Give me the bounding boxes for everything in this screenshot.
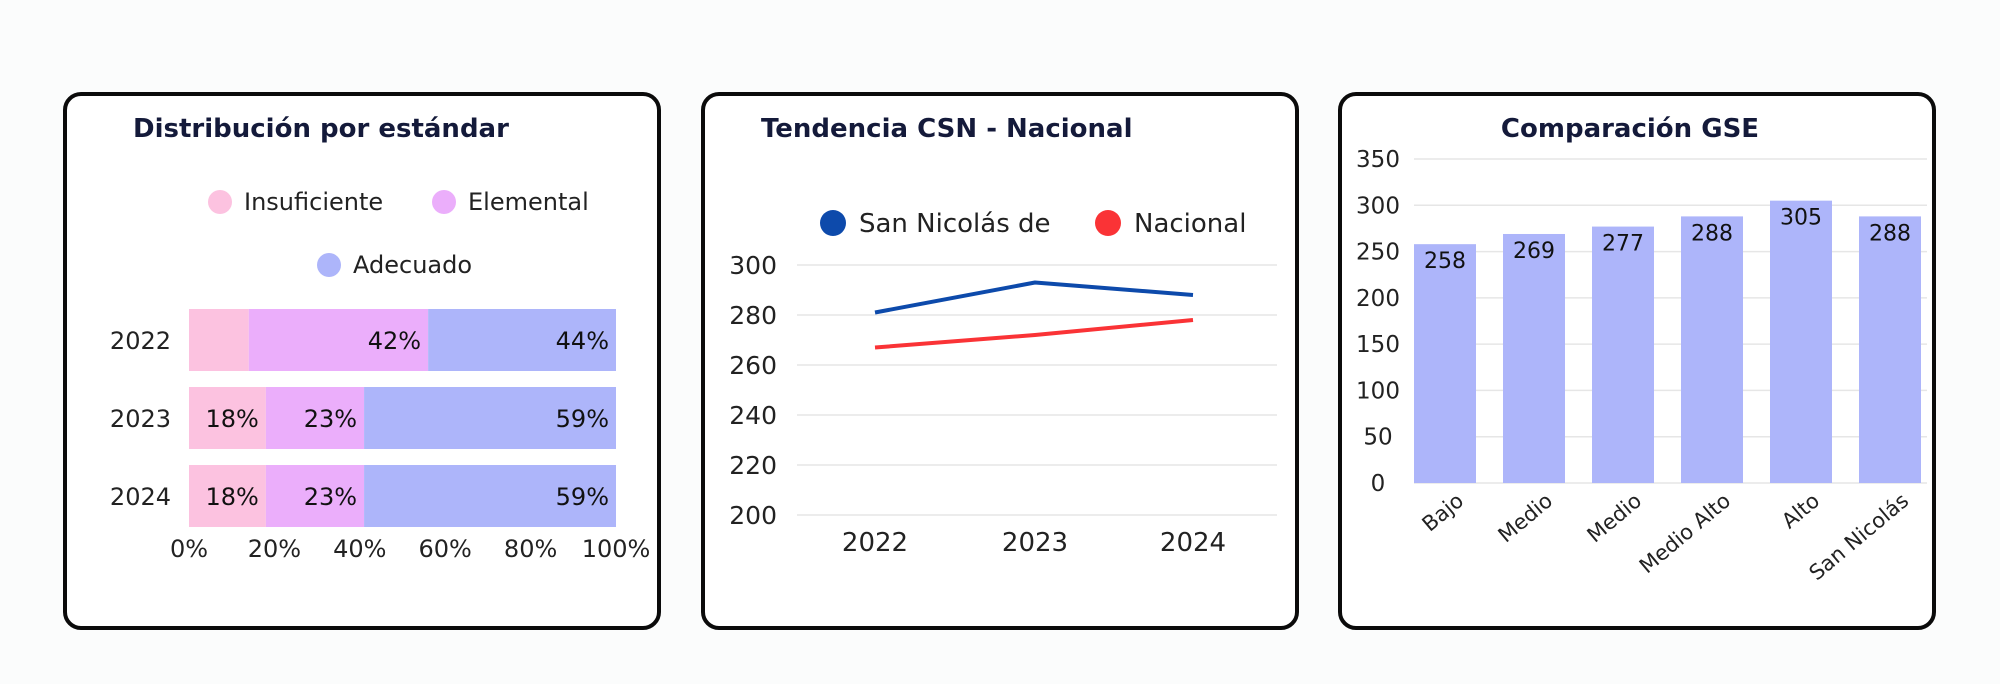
data-label: 288	[1691, 221, 1733, 246]
legend-marker-insuficiente	[208, 190, 232, 214]
x-tick-label: 2023	[1002, 528, 1068, 558]
bar-elemental	[265, 465, 365, 527]
y-tick-label: 50	[1363, 425, 1392, 451]
data-label: 269	[1513, 239, 1555, 264]
panel-comparacion: Comparación GSE 0 50 100 150 200 250 300 350 258…	[1338, 92, 1936, 630]
y-tick-label: 0	[1371, 471, 1386, 497]
legend-label: San Nicolás de	[859, 209, 1051, 239]
line-chart: San Nicolás de Nacional 200 220 240 260 280 300…	[729, 209, 1277, 558]
data-label: 305	[1780, 206, 1822, 231]
x-tick-label: 2024	[1160, 528, 1226, 558]
data-label: 44%	[556, 327, 609, 355]
bar-elemental	[265, 387, 365, 449]
bar-insuficiente	[189, 309, 249, 371]
y-tick-label: 280	[729, 301, 777, 330]
x-tick-label: 0%	[170, 535, 208, 563]
series-line-nacional	[874, 318, 1194, 350]
bar-insuficiente	[189, 387, 266, 449]
bar-adecuado	[364, 387, 616, 449]
x-tick-label: 80%	[504, 535, 557, 563]
y-tick-label: 300	[729, 251, 777, 280]
legend-marker-elemental	[432, 190, 456, 214]
y-tick-label: 200	[729, 501, 777, 530]
x-tick-label: 60%	[419, 535, 472, 563]
y-tick-label: 260	[729, 351, 777, 380]
data-label: 23%	[304, 483, 357, 511]
y-tick-label: 2023	[110, 405, 171, 433]
x-tick-label: Medio	[1582, 488, 1646, 547]
x-tick-label: Medio	[1493, 488, 1557, 547]
data-label: 18%	[206, 405, 259, 433]
chart-title: Distribución por estándar	[133, 114, 509, 144]
data-label: 277	[1602, 232, 1644, 257]
legend-label: Elemental	[468, 188, 589, 216]
y-tick-label: 250	[1356, 240, 1400, 266]
bar-elemental	[248, 309, 429, 371]
legend-label: Nacional	[1134, 209, 1246, 239]
x-tick-label: 40%	[333, 535, 386, 563]
bar-medio	[1592, 226, 1654, 483]
data-label: 288	[1869, 221, 1911, 246]
data-label: 42%	[368, 327, 421, 355]
data-label: 18%	[206, 483, 259, 511]
legend-label: Adecuado	[353, 251, 472, 279]
panel-tendencia: Tendencia CSN - Nacional San Nicolás de N…	[701, 92, 1299, 630]
bar-insuficiente	[189, 465, 266, 527]
bar-medio	[1503, 233, 1565, 483]
bar-adecuado	[364, 465, 616, 527]
x-tick-label: 2022	[842, 528, 908, 558]
x-tick-label: 20%	[248, 535, 301, 563]
series-line-san-nicolas	[874, 280, 1194, 315]
legend-marker-adecuado	[317, 253, 341, 277]
x-tick-label: Medio Alto	[1635, 488, 1735, 578]
data-label: 23%	[304, 405, 357, 433]
chart-title: Tendencia CSN - Nacional	[761, 114, 1133, 144]
y-tick-label: 220	[729, 451, 777, 480]
panel-distribucion: Distribución por estándar Insuficiente El…	[63, 92, 661, 630]
x-tick-label: Alto	[1777, 488, 1824, 533]
y-tick-label: 240	[729, 401, 777, 430]
y-tick-label: 2022	[110, 327, 171, 355]
y-tick-label: 150	[1356, 332, 1400, 358]
data-label: 59%	[556, 405, 609, 433]
bar-chart: 0 50 100 150 200 250 300 350 258 Bajo 269 Medio 277 M…	[1356, 147, 1927, 585]
y-tick-label: 300	[1356, 193, 1400, 219]
bar-alto	[1770, 200, 1832, 483]
x-tick-label: Bajo	[1418, 488, 1469, 536]
data-label: 59%	[556, 483, 609, 511]
data-label: 258	[1424, 249, 1466, 274]
bar-adecuado	[428, 309, 616, 371]
bar-bajo	[1414, 244, 1476, 483]
bar-san-nicolás	[1859, 216, 1921, 483]
y-tick-label: 2024	[110, 483, 171, 511]
x-tick-label: 100%	[582, 535, 651, 563]
y-tick-label: 200	[1356, 286, 1400, 312]
y-tick-label: 100	[1356, 378, 1400, 404]
stacked-bar-chart: Insuficiente Elemental Adecuado 2022 42% 44% 2…	[110, 188, 651, 563]
legend-marker-nacional	[1095, 210, 1121, 236]
bar-medio-alto	[1681, 216, 1743, 483]
y-tick-label: 350	[1356, 147, 1400, 173]
chart-title: Comparación GSE	[1500, 114, 1760, 144]
legend-label: Insuficiente	[244, 188, 383, 216]
legend-marker-san-nicolas	[820, 210, 846, 236]
